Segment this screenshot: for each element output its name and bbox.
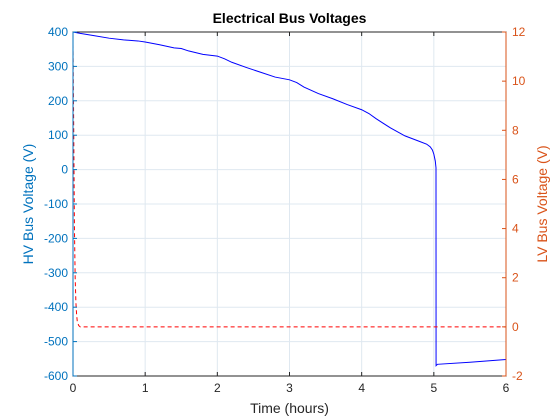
x-tick-label: 3	[286, 381, 293, 395]
y-left-tick-label: 0	[61, 163, 68, 177]
x-axis-label: Time (hours)	[250, 400, 329, 416]
y-right-tick-label: 10	[512, 74, 526, 88]
y-axis-label-right: LV Bus Voltage (V)	[534, 145, 550, 262]
x-tick-label: 0	[70, 381, 77, 395]
y-right-tick-label: 2	[512, 271, 519, 285]
x-tick-label: 5	[430, 381, 437, 395]
y-right-tick-label: 6	[512, 172, 519, 186]
x-tick-label: 1	[142, 381, 149, 395]
y-left-tick-label: -400	[44, 300, 68, 314]
y-right-tick-label: -2	[512, 369, 523, 383]
x-tick-label: 2	[214, 381, 221, 395]
y-left-tick-label: -200	[44, 231, 68, 245]
lv-bus-voltage-line	[72, 44, 506, 328]
y-left-tick-label: -600	[44, 369, 68, 383]
y-left-tick-label: 400	[48, 25, 68, 39]
y-left-tick-label: -500	[44, 335, 68, 349]
y-left-tick-label: -100	[44, 197, 68, 211]
y-right-tick-label: 8	[512, 123, 519, 137]
y-left-tick-label: -300	[44, 266, 68, 280]
ticks: 0 1 2 3 4 5 6-600-500-400-300-200-100010020030…	[44, 25, 526, 395]
y-left-tick-label: 200	[48, 94, 68, 108]
x-tick-label: 4	[358, 381, 365, 395]
hv-bus-voltage-line	[72, 31, 507, 367]
y-axis-label-left: HV Bus Voltage (V)	[20, 144, 36, 265]
series	[72, 31, 507, 367]
y-right-tick-label: 0	[512, 320, 519, 334]
y-right-tick-label: 12	[512, 25, 526, 39]
x-tick-label: 6	[503, 381, 510, 395]
y-right-tick-label: 4	[512, 222, 519, 236]
grid	[73, 32, 506, 376]
y-left-tick-label: 100	[48, 128, 68, 142]
y-left-tick-label: 300	[48, 59, 68, 73]
chart-title: Electrical Bus Voltages	[213, 10, 367, 26]
